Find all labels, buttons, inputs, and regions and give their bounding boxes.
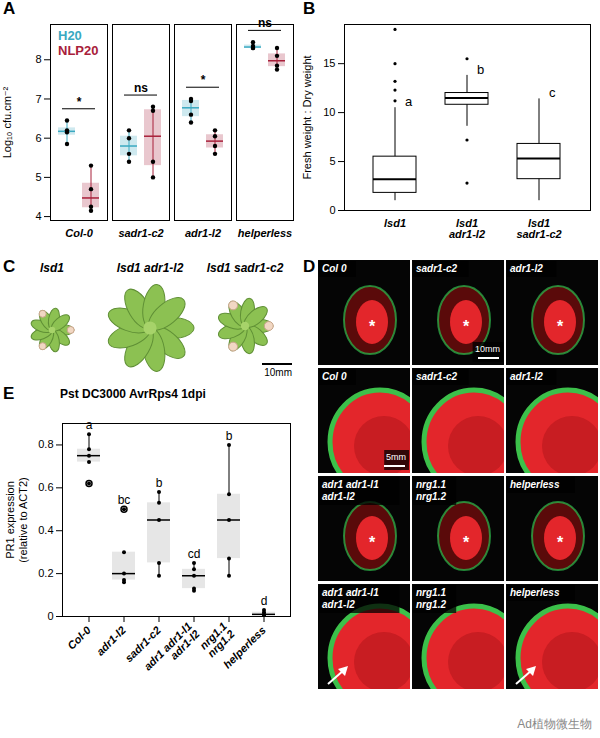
svg-text:*: * [463, 534, 470, 551]
svg-text:sadr1-c2: sadr1-c2 [416, 263, 458, 274]
svg-text:0.2: 0.2 [38, 567, 53, 579]
svg-text:adr1-l2: adr1-l2 [94, 624, 128, 658]
svg-text:*: * [463, 318, 470, 335]
svg-text:0.8: 0.8 [38, 438, 53, 450]
svg-text:Fresh weight : Dry weight: Fresh weight : Dry weight [301, 55, 313, 179]
svg-text:10mm: 10mm [264, 367, 292, 378]
svg-text:nrg1.1nrg1.2: nrg1.1nrg1.2 [416, 587, 446, 610]
svg-text:adr1 adr1-l1adr1-l2: adr1 adr1-l1adr1-l2 [322, 587, 379, 610]
svg-text:Col-0: Col-0 [65, 227, 93, 239]
svg-text:lsd1sadr1-c2: lsd1sadr1-c2 [516, 217, 561, 240]
svg-text:6: 6 [35, 132, 41, 144]
svg-text:10mm: 10mm [475, 344, 500, 354]
svg-text:adr1 adr1-l1adr1-l2: adr1 adr1-l1adr1-l2 [141, 620, 201, 680]
svg-text:8: 8 [35, 53, 41, 65]
svg-text:*: * [369, 318, 376, 335]
svg-text:lsd1: lsd1 [384, 217, 406, 229]
svg-text:helperless: helperless [510, 587, 560, 598]
svg-text:7: 7 [35, 93, 41, 105]
svg-text:c: c [549, 85, 556, 100]
svg-text:a: a [86, 418, 93, 432]
svg-text:ns: ns [258, 16, 272, 30]
svg-text:cd: cd [188, 547, 201, 561]
svg-text:*: * [369, 534, 376, 551]
svg-text:0: 0 [329, 204, 335, 216]
svg-text:adr1-l2: adr1-l2 [185, 227, 221, 239]
svg-text:ns: ns [134, 81, 148, 95]
svg-text:adr1-l2: adr1-l2 [510, 263, 543, 274]
svg-text:10: 10 [323, 106, 335, 118]
svg-text:b: b [156, 476, 163, 490]
svg-text:Col 0: Col 0 [322, 263, 347, 274]
svg-text:5mm: 5mm [386, 452, 406, 462]
svg-text:5: 5 [329, 155, 335, 167]
svg-text:bc: bc [118, 493, 131, 507]
svg-text:*: * [557, 318, 564, 335]
svg-text:Log₁₀ cfu.cm⁻²: Log₁₀ cfu.cm⁻² [1, 86, 13, 158]
svg-text:15: 15 [323, 57, 335, 69]
svg-text:d: d [261, 594, 268, 608]
svg-text:lsd1: lsd1 [40, 261, 64, 275]
svg-text:5: 5 [35, 171, 41, 183]
svg-text:0.4: 0.4 [38, 524, 53, 536]
svg-text:0.6: 0.6 [38, 481, 53, 493]
svg-text:nrg1.1nrg1.2: nrg1.1nrg1.2 [416, 479, 446, 502]
svg-text:helperless: helperless [221, 624, 268, 671]
svg-text:*: * [77, 95, 82, 109]
svg-text:lsd1adr1-l2: lsd1adr1-l2 [449, 217, 485, 240]
svg-text:helperless: helperless [510, 479, 560, 490]
svg-text:adr1 adr1-l1adr1-l2: adr1 adr1-l1adr1-l2 [322, 479, 379, 502]
svg-text:0: 0 [47, 610, 53, 622]
svg-text:Col 0: Col 0 [322, 371, 347, 382]
svg-text:*: * [557, 534, 564, 551]
svg-text:helperless: helperless [238, 227, 292, 239]
svg-text:sadr1-c2: sadr1-c2 [416, 371, 458, 382]
svg-text:Col-0: Col-0 [65, 623, 94, 652]
svg-text:a: a [405, 94, 413, 109]
svg-text:4: 4 [35, 210, 41, 222]
svg-text:b: b [226, 429, 233, 443]
svg-text:lsd1 sadr1-c2: lsd1 sadr1-c2 [207, 261, 284, 275]
svg-text:b: b [477, 62, 484, 77]
svg-text:sadr1-c2: sadr1-c2 [118, 227, 163, 239]
svg-text:adr1-l2: adr1-l2 [510, 371, 543, 382]
svg-text:*: * [201, 73, 206, 87]
svg-text:lsd1 adr1-l2: lsd1 adr1-l2 [117, 261, 184, 275]
